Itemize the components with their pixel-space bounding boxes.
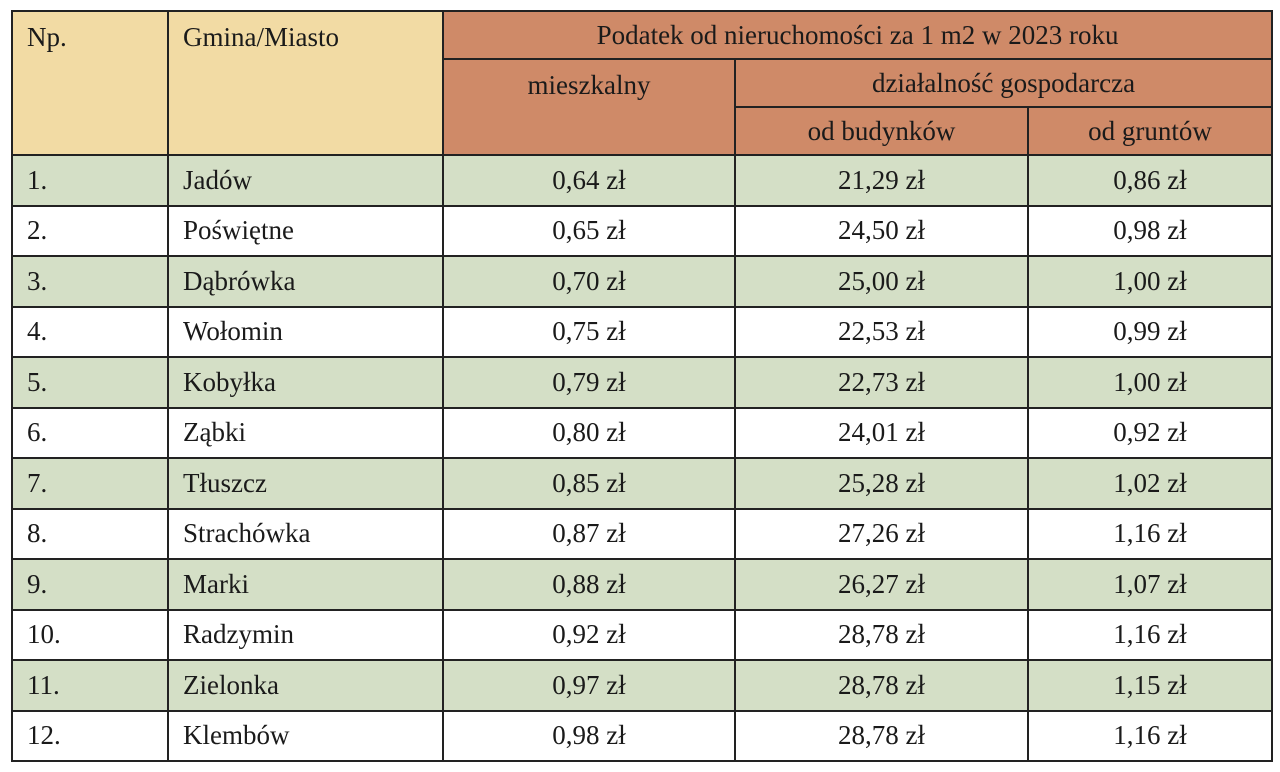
- table-cell: Tłuszcz: [167, 457, 444, 510]
- table-row: 8. Strachówka 0,87 zł 27,26 zł 1,16 zł: [11, 507, 1274, 560]
- table-row: 10. Radzymin 0,92 zł 28,78 zł 1,16 zł: [11, 608, 1274, 661]
- table-row: 2. Poświętne 0,65 zł 24,50 zł 0,98 zł: [11, 204, 1274, 257]
- table-cell: 0,85 zł: [442, 457, 736, 510]
- table-cell: 28,78 zł: [734, 659, 1029, 712]
- table-cell: 24,50 zł: [734, 204, 1029, 257]
- table-cell: 1.: [11, 154, 169, 207]
- table-cell: 1,16 zł: [1026, 608, 1274, 661]
- table-cell: Radzymin: [167, 608, 444, 661]
- table-cell: 3.: [11, 255, 169, 308]
- table-cell: 0,88 zł: [442, 558, 736, 611]
- table-row: 7. Tłuszcz 0,85 zł 25,28 zł 1,02 zł: [11, 457, 1274, 510]
- table-cell: 22,53 zł: [734, 305, 1029, 358]
- table-header: Np. Gmina/Miasto Podatek od nieruchomośc…: [11, 10, 1274, 156]
- table-body: 1. Jadów 0,64 zł 21,29 zł 0,86 zł 2. Poświętne…: [11, 154, 1274, 762]
- table-cell: 7.: [11, 457, 169, 510]
- table-cell: 28,78 zł: [734, 709, 1029, 762]
- table-cell: 1,02 zł: [1026, 457, 1274, 510]
- table-cell: 8.: [11, 507, 169, 560]
- table-cell: 0,70 zł: [442, 255, 736, 308]
- table-cell: 6.: [11, 406, 169, 459]
- table-cell: Strachówka: [167, 507, 444, 560]
- table-cell: 5.: [11, 356, 169, 409]
- table-cell: 0,64 zł: [442, 154, 736, 207]
- header-cell: Np.: [11, 10, 169, 156]
- table-cell: 1,16 zł: [1026, 507, 1274, 560]
- table-cell: Jadów: [167, 154, 444, 207]
- table-cell: 0,98 zł: [442, 709, 736, 762]
- table-cell: 10.: [11, 608, 169, 661]
- table-cell: 0,80 zł: [442, 406, 736, 459]
- table-cell: Dąbrówka: [167, 255, 444, 308]
- header-cell: Podatek od nieruchomości za 1 m2 w 2023 …: [441, 10, 1274, 60]
- table-cell: 22,73 zł: [734, 356, 1029, 409]
- table-cell: 1,15 zł: [1026, 659, 1274, 712]
- table-cell: 2.: [11, 204, 169, 257]
- tax-table: Np. Gmina/Miasto Podatek od nieruchomośc…: [11, 10, 1274, 762]
- table-cell: 1,16 zł: [1026, 709, 1274, 762]
- header-cell: od budynków: [734, 106, 1029, 156]
- table-cell: Poświętne: [167, 204, 444, 257]
- table-cell: Klembów: [167, 709, 444, 762]
- table-cell: 0,87 zł: [442, 507, 736, 560]
- table-cell: Marki: [167, 558, 444, 611]
- table-cell: 11.: [11, 659, 169, 712]
- table-cell: 0,92 zł: [442, 608, 736, 661]
- table-cell: 24,01 zł: [734, 406, 1029, 459]
- table-cell: 0,92 zł: [1026, 406, 1274, 459]
- table-cell: Ząbki: [167, 406, 444, 459]
- table-cell: 25,28 zł: [734, 457, 1029, 510]
- table-cell: 0,65 zł: [442, 204, 736, 257]
- table-cell: 1,00 zł: [1026, 255, 1274, 308]
- table-cell: 0,75 zł: [442, 305, 736, 358]
- table-row: 6. Ząbki 0,80 zł 24,01 zł 0,92 zł: [11, 406, 1274, 459]
- table-cell: 12.: [11, 709, 169, 762]
- table-cell: 21,29 zł: [734, 154, 1029, 207]
- table-cell: 1,00 zł: [1026, 356, 1274, 409]
- table-row: 12. Klembów 0,98 zł 28,78 zł 1,16 zł: [11, 709, 1274, 762]
- table-row: 1. Jadów 0,64 zł 21,29 zł 0,86 zł: [11, 154, 1274, 207]
- table-row: 5. Kobyłka 0,79 zł 22,73 zł 1,00 zł: [11, 356, 1274, 409]
- table-row: 3. Dąbrówka 0,70 zł 25,00 zł 1,00 zł: [11, 255, 1274, 308]
- table-cell: 0,79 zł: [442, 356, 736, 409]
- table-cell: 27,26 zł: [734, 507, 1029, 560]
- table-cell: 0,97 zł: [442, 659, 736, 712]
- header-cell: od gruntów: [1026, 106, 1274, 156]
- table-cell: 1,07 zł: [1026, 558, 1274, 611]
- header-cell: działalność gospodarcza: [733, 58, 1274, 108]
- header-cell: mieszkalny: [442, 58, 736, 156]
- header-cell: Gmina/Miasto: [167, 10, 444, 156]
- table-cell: Zielonka: [167, 659, 444, 712]
- table-cell: 28,78 zł: [734, 608, 1029, 661]
- table-cell: 25,00 zł: [734, 255, 1029, 308]
- table-cell: 0,86 zł: [1026, 154, 1274, 207]
- table-row: 9. Marki 0,88 zł 26,27 zł 1,07 zł: [11, 558, 1274, 611]
- table-row: 11. Zielonka 0,97 zł 28,78 zł 1,15 zł: [11, 659, 1274, 712]
- table-cell: 26,27 zł: [734, 558, 1029, 611]
- table-cell: Kobyłka: [167, 356, 444, 409]
- table-cell: Wołomin: [167, 305, 444, 358]
- table-cell: 0,99 zł: [1026, 305, 1274, 358]
- table-row: 4. Wołomin 0,75 zł 22,53 zł 0,99 zł: [11, 305, 1274, 358]
- table-cell: 4.: [11, 305, 169, 358]
- table-cell: 9.: [11, 558, 169, 611]
- table-cell: 0,98 zł: [1026, 204, 1274, 257]
